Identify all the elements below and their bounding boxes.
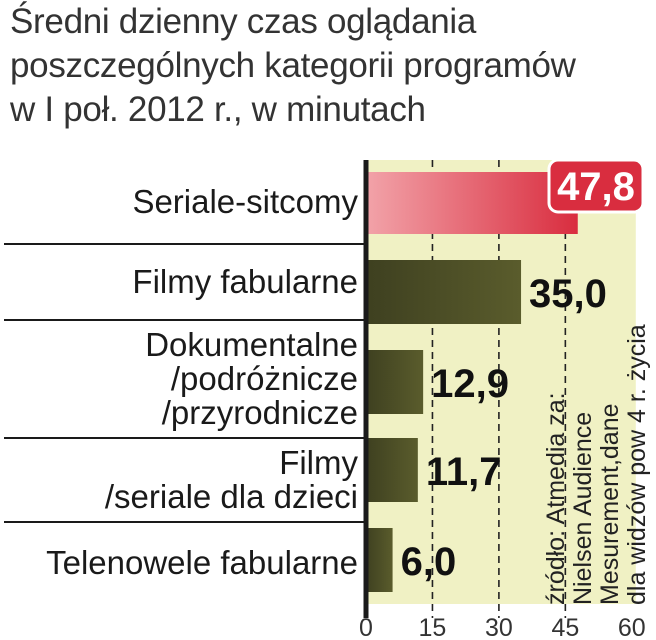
- value-label: 47,8: [557, 165, 635, 209]
- source-note-line: źródło: Atmedia za:: [542, 392, 570, 605]
- tick-label: 45: [551, 614, 579, 640]
- bar-0: [366, 172, 578, 234]
- tick-label: 0: [359, 614, 373, 640]
- value-badge: [547, 158, 645, 214]
- bar-2: [366, 350, 424, 414]
- category-label: /seriale dla dzieci: [105, 478, 358, 515]
- value-label: 12,9: [431, 362, 509, 406]
- chart-title-line-2: poszczególnych kategorii programów: [10, 46, 576, 85]
- category-label: Telenowele fabularne: [46, 544, 358, 581]
- chart-title-line-1: Średni dzienny czas oglądania: [10, 2, 477, 41]
- bar-1: [366, 260, 522, 324]
- category-label: Filmy: [279, 444, 358, 481]
- category-label: /podróżnicze: [171, 360, 358, 397]
- category-label: Filmy fabularne: [132, 263, 358, 300]
- bar-4: [366, 528, 393, 592]
- source-note-line: Nielsen Audience: [569, 412, 597, 605]
- bar-3: [366, 438, 418, 502]
- value-label: 11,7: [426, 450, 502, 494]
- category-label: /przyrodnicze: [162, 394, 358, 431]
- value-label: 35,0: [529, 272, 607, 316]
- category-label: Dokumentalne: [145, 326, 358, 363]
- category-label: Seriale-sitcomy: [132, 183, 358, 220]
- value-label: 6,0: [401, 540, 457, 584]
- source-note-line: Mesurement,dane: [596, 403, 624, 605]
- tick-label: 15: [419, 614, 447, 640]
- chart-title-line-3: w I poł. 2012 r., w minutach: [10, 90, 426, 129]
- tick-label: 30: [485, 614, 513, 640]
- source-note-line: dla widzów pow 4 r. życia: [623, 324, 651, 605]
- tick-label: 60: [618, 614, 646, 640]
- chart-title: Średni dzienny czas oglądania poszczegól…: [10, 0, 650, 132]
